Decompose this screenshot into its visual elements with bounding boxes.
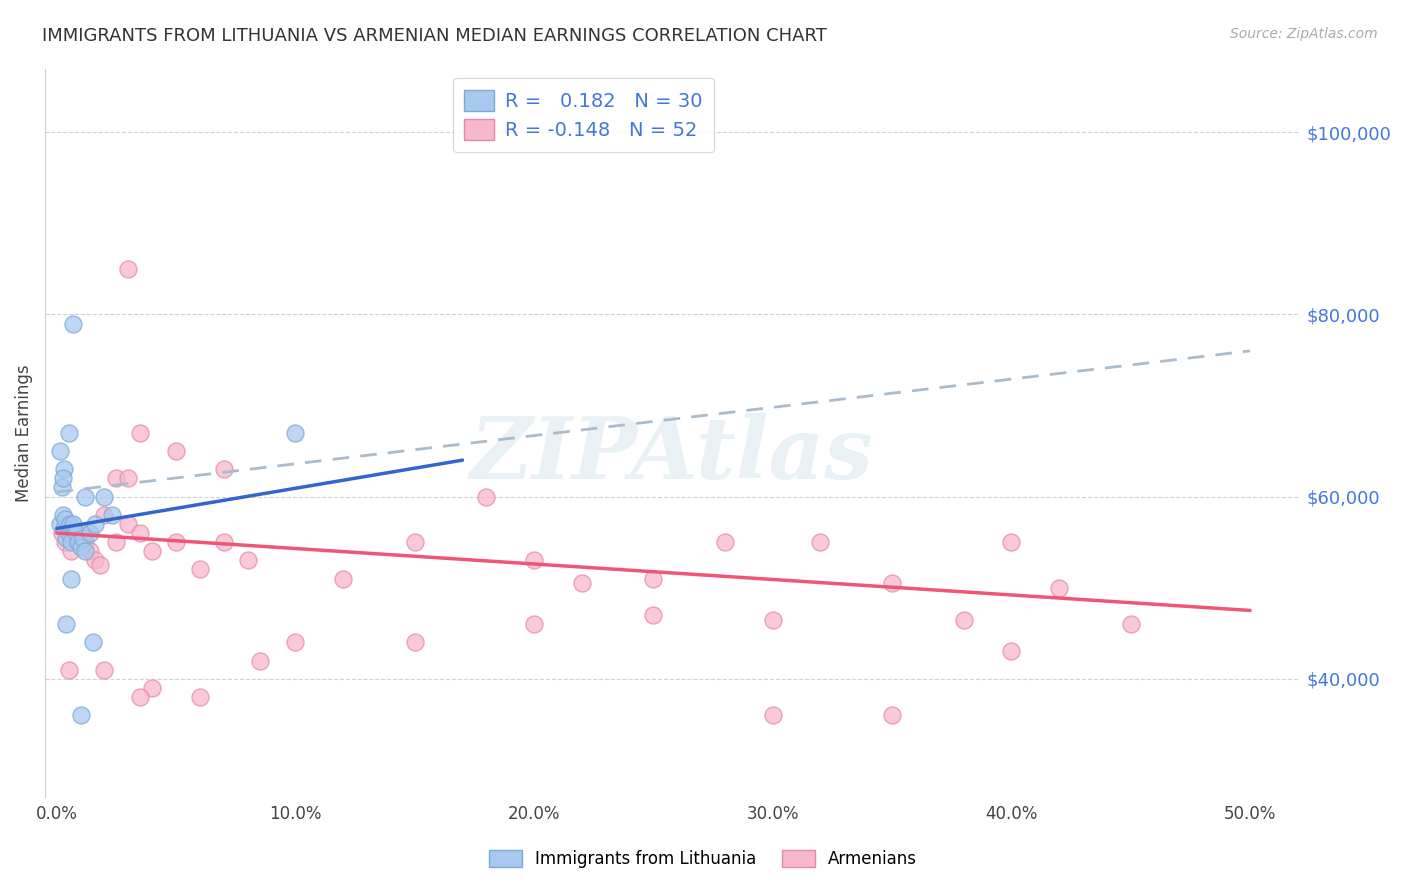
Point: [475, 490, 498, 504]
Point: [60, 572, 83, 586]
Point: [523, 553, 546, 567]
Point: [141, 681, 163, 695]
Point: [65, 526, 87, 541]
Point: [49, 516, 72, 531]
Point: [404, 535, 426, 549]
Point: [284, 635, 307, 649]
Point: [49, 444, 72, 458]
Point: [404, 635, 426, 649]
Point: [52, 471, 75, 485]
Point: [52, 521, 75, 535]
Point: [93, 490, 115, 504]
Point: [643, 572, 665, 586]
Legend: Immigrants from Lithuania, Armenians: Immigrants from Lithuania, Armenians: [482, 843, 924, 875]
Point: [93, 508, 115, 522]
Text: Source: ZipAtlas.com: Source: ZipAtlas.com: [1230, 27, 1378, 41]
Point: [58, 526, 80, 541]
Point: [55, 617, 77, 632]
Point: [188, 562, 211, 576]
Point: [93, 663, 115, 677]
Point: [284, 425, 307, 440]
Text: IMMIGRANTS FROM LITHUANIA VS ARMENIAN MEDIAN EARNINGS CORRELATION CHART: IMMIGRANTS FROM LITHUANIA VS ARMENIAN ME…: [42, 27, 827, 45]
Point: [51, 526, 73, 541]
Point: [55, 531, 77, 545]
Point: [75, 490, 97, 504]
Point: [249, 654, 271, 668]
Point: [62, 516, 84, 531]
Point: [84, 553, 107, 567]
Point: [212, 462, 235, 476]
Point: [880, 708, 903, 723]
Point: [714, 535, 737, 549]
Point: [117, 516, 139, 531]
Point: [523, 617, 546, 632]
Point: [105, 471, 128, 485]
Point: [332, 572, 354, 586]
Point: [643, 607, 665, 622]
Point: [75, 535, 97, 549]
Point: [100, 508, 122, 522]
Point: [52, 508, 75, 522]
Point: [51, 481, 73, 495]
Point: [1119, 617, 1142, 632]
Point: [75, 544, 97, 558]
Point: [188, 690, 211, 704]
Point: [810, 535, 832, 549]
Point: [105, 535, 128, 549]
Point: [62, 317, 84, 331]
Point: [1000, 644, 1022, 658]
Point: [58, 663, 80, 677]
Point: [52, 462, 75, 476]
Point: [89, 558, 111, 572]
Point: [1000, 535, 1022, 549]
Point: [65, 531, 87, 545]
Point: [60, 544, 83, 558]
Point: [53, 535, 76, 549]
Point: [69, 540, 91, 554]
Point: [129, 425, 152, 440]
Point: [762, 708, 785, 723]
Point: [165, 535, 187, 549]
Point: [79, 526, 101, 541]
Point: [117, 471, 139, 485]
Point: [952, 613, 974, 627]
Point: [571, 576, 593, 591]
Point: [58, 516, 80, 531]
Point: [212, 535, 235, 549]
Point: [117, 261, 139, 276]
Point: [67, 535, 90, 549]
Point: [72, 531, 94, 545]
Point: [58, 425, 80, 440]
Point: [82, 635, 104, 649]
Point: [165, 444, 187, 458]
Point: [129, 526, 152, 541]
Y-axis label: Median Earnings: Median Earnings: [15, 364, 32, 501]
Point: [60, 535, 83, 549]
Legend: R =   0.182   N = 30, R = -0.148   N = 52: R = 0.182 N = 30, R = -0.148 N = 52: [453, 78, 714, 152]
Point: [69, 708, 91, 723]
Point: [129, 690, 152, 704]
Text: ZIPAtlas: ZIPAtlas: [470, 413, 873, 497]
Point: [141, 544, 163, 558]
Point: [59, 516, 82, 531]
Point: [1047, 581, 1070, 595]
Point: [53, 512, 76, 526]
Point: [69, 526, 91, 541]
Point: [762, 613, 785, 627]
Point: [84, 516, 107, 531]
Point: [880, 576, 903, 591]
Point: [236, 553, 259, 567]
Point: [79, 544, 101, 558]
